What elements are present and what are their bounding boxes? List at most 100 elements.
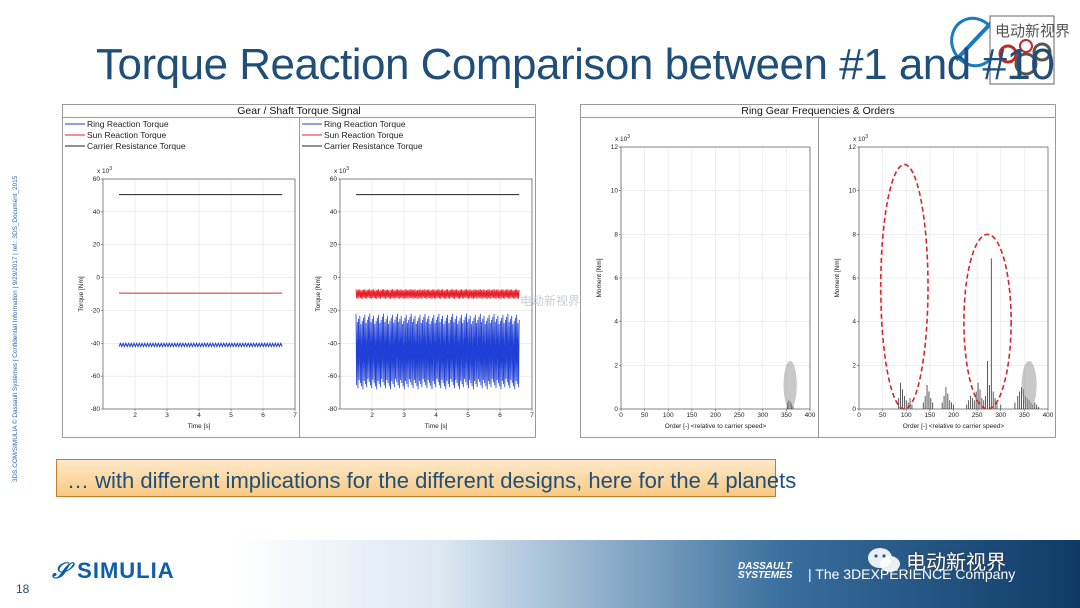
x-axis-label: Time [s] bbox=[188, 423, 211, 430]
x-tick-label: 3 bbox=[165, 412, 169, 419]
y-tick-label: 20 bbox=[330, 242, 338, 249]
x-tick-label: 200 bbox=[710, 412, 721, 419]
x-tick-label: 2 bbox=[133, 412, 137, 419]
y-tick-label: 10 bbox=[611, 188, 619, 195]
y-tick-label: 2 bbox=[614, 362, 618, 369]
side-note-text: 3DS.COM/SIMULIA © Dassault Systèmes | Co… bbox=[12, 175, 19, 482]
x-tick-label: 0 bbox=[857, 412, 861, 419]
x-tick-label: 3 bbox=[402, 412, 406, 419]
x-tick-label: 7 bbox=[293, 412, 297, 419]
gray-highlight-ellipse bbox=[783, 360, 797, 409]
red-dashed-highlight-ellipse bbox=[879, 163, 929, 410]
y-tick-label: 4 bbox=[614, 319, 618, 326]
x-tick-label: 5 bbox=[229, 412, 233, 419]
watermark: 电动新视界 bbox=[520, 294, 581, 308]
y-tick-label: 4 bbox=[852, 319, 856, 326]
x-tick-label: 50 bbox=[641, 412, 649, 419]
dassault-logo: DASSAULT SYSTEMES bbox=[738, 561, 793, 581]
x-tick-label: 0 bbox=[619, 412, 623, 419]
wechat-account-label: 电动新视界 bbox=[906, 552, 1006, 574]
ds-mark-icon: 𝒮 bbox=[52, 558, 71, 583]
x-tick-label: 150 bbox=[924, 412, 935, 419]
y-multiplier: x 103 bbox=[853, 134, 868, 143]
x-tick-label: 300 bbox=[995, 412, 1006, 419]
y-multiplier: x 103 bbox=[615, 134, 630, 143]
x-axis-label: Order [-] <relative to carrier speed> bbox=[665, 423, 767, 430]
y-multiplier: x 103 bbox=[334, 166, 349, 175]
x-tick-label: 300 bbox=[757, 412, 768, 419]
x-axis-label: Order [-] <relative to carrier speed> bbox=[903, 423, 1005, 430]
legend-label: Carrier Resistance Torque bbox=[324, 141, 423, 151]
ring-gear-orders-panel: Ring Gear Frequencies & Orders 0 2 4 6 8 10 12… bbox=[580, 104, 1056, 438]
x-tick-label: 350 bbox=[781, 412, 792, 419]
y-axis-label: Moment [Nm] bbox=[596, 258, 603, 297]
simulia-logo-text: SIMULIA bbox=[77, 558, 175, 583]
y-multiplier: x 103 bbox=[97, 166, 112, 175]
simulia-logo: 𝒮 SIMULIA bbox=[52, 558, 175, 584]
x-tick-label: 6 bbox=[498, 412, 502, 419]
y-tick-label: -60 bbox=[328, 373, 338, 380]
wechat-icon bbox=[868, 548, 900, 572]
y-tick-label: 8 bbox=[614, 231, 618, 238]
y-axis-label: Torque [Nm] bbox=[78, 276, 85, 312]
company-tagline: | The 3DEXPERIENCE Company bbox=[808, 566, 1016, 582]
red-dashed-highlight-ellipse bbox=[963, 233, 1012, 410]
x-tick-label: 150 bbox=[686, 412, 697, 419]
legend-label: Sun Reaction Torque bbox=[324, 130, 404, 140]
page-number: 18 bbox=[16, 582, 30, 596]
y-tick-label: 0 bbox=[333, 275, 337, 282]
legend-label: Ring Reaction Torque bbox=[87, 119, 169, 129]
y-axis-label: Moment [Nm] bbox=[834, 258, 841, 297]
series-line bbox=[355, 289, 520, 299]
y-tick-label: 6 bbox=[614, 275, 618, 282]
x-axis-label: Time [s] bbox=[425, 423, 448, 430]
x-tick-label: 350 bbox=[1019, 412, 1030, 419]
orders-chart-design-10: 0 2 4 6 8 10 12 0 50 100 150 200 250 300 350 400 x 103 Or… bbox=[834, 134, 1054, 430]
y-tick-label: 12 bbox=[611, 144, 619, 151]
y-tick-label: -80 bbox=[328, 406, 338, 413]
legend-label: Carrier Resistance Torque bbox=[87, 141, 186, 151]
y-tick-label: 0 bbox=[614, 406, 618, 413]
y-tick-label: 12 bbox=[849, 144, 857, 151]
gray-highlight-ellipse bbox=[1021, 360, 1037, 409]
callout-text: … with different implications for the di… bbox=[67, 468, 797, 493]
orders-chart-design-1: 0 2 4 6 8 10 12 0 50 100 150 200 250 300 350 400 x 103 Or… bbox=[596, 134, 816, 430]
torque-panel-title: Gear / Shaft Torque Signal bbox=[63, 105, 535, 118]
y-tick-label: -60 bbox=[91, 373, 101, 380]
footer-band bbox=[230, 540, 1080, 608]
torque-signal-panel: Gear / Shaft Torque Signal Ring Reaction… bbox=[62, 104, 536, 438]
electric-vision-logo bbox=[950, 15, 1055, 85]
y-tick-label: -20 bbox=[328, 307, 338, 314]
y-tick-label: 0 bbox=[96, 275, 100, 282]
panel-divider bbox=[818, 118, 819, 437]
slide-title: Torque Reaction Comparison between #1 an… bbox=[96, 40, 1055, 89]
x-tick-label: 200 bbox=[948, 412, 959, 419]
x-tick-label: 7 bbox=[530, 412, 534, 419]
y-tick-label: -40 bbox=[328, 340, 338, 347]
top-logo-text: 电动新视界 bbox=[995, 23, 1071, 40]
y-tick-label: 40 bbox=[330, 209, 338, 216]
side-note: 3DS.COM/SIMULIA © Dassault Systèmes | Co… bbox=[12, 130, 26, 490]
x-tick-label: 5 bbox=[466, 412, 470, 419]
x-tick-label: 4 bbox=[434, 412, 438, 419]
x-tick-label: 100 bbox=[663, 412, 674, 419]
panel-divider bbox=[299, 118, 300, 437]
legend-label: Sun Reaction Torque bbox=[87, 130, 167, 140]
y-tick-label: 60 bbox=[330, 176, 338, 183]
x-tick-label: 400 bbox=[805, 412, 816, 419]
orders-panel-title: Ring Gear Frequencies & Orders bbox=[581, 105, 1055, 118]
y-tick-label: -20 bbox=[91, 307, 101, 314]
legend-label: Ring Reaction Torque bbox=[324, 119, 406, 129]
y-tick-label: -80 bbox=[91, 406, 101, 413]
x-tick-label: 50 bbox=[879, 412, 887, 419]
callout-box: … with different implications for the di… bbox=[56, 459, 796, 497]
y-tick-label: 0 bbox=[852, 406, 856, 413]
x-tick-label: 100 bbox=[901, 412, 912, 419]
x-tick-label: 4 bbox=[197, 412, 201, 419]
y-tick-label: 60 bbox=[93, 176, 101, 183]
x-tick-label: 400 bbox=[1043, 412, 1054, 419]
x-tick-label: 250 bbox=[734, 412, 745, 419]
x-tick-label: 6 bbox=[261, 412, 265, 419]
